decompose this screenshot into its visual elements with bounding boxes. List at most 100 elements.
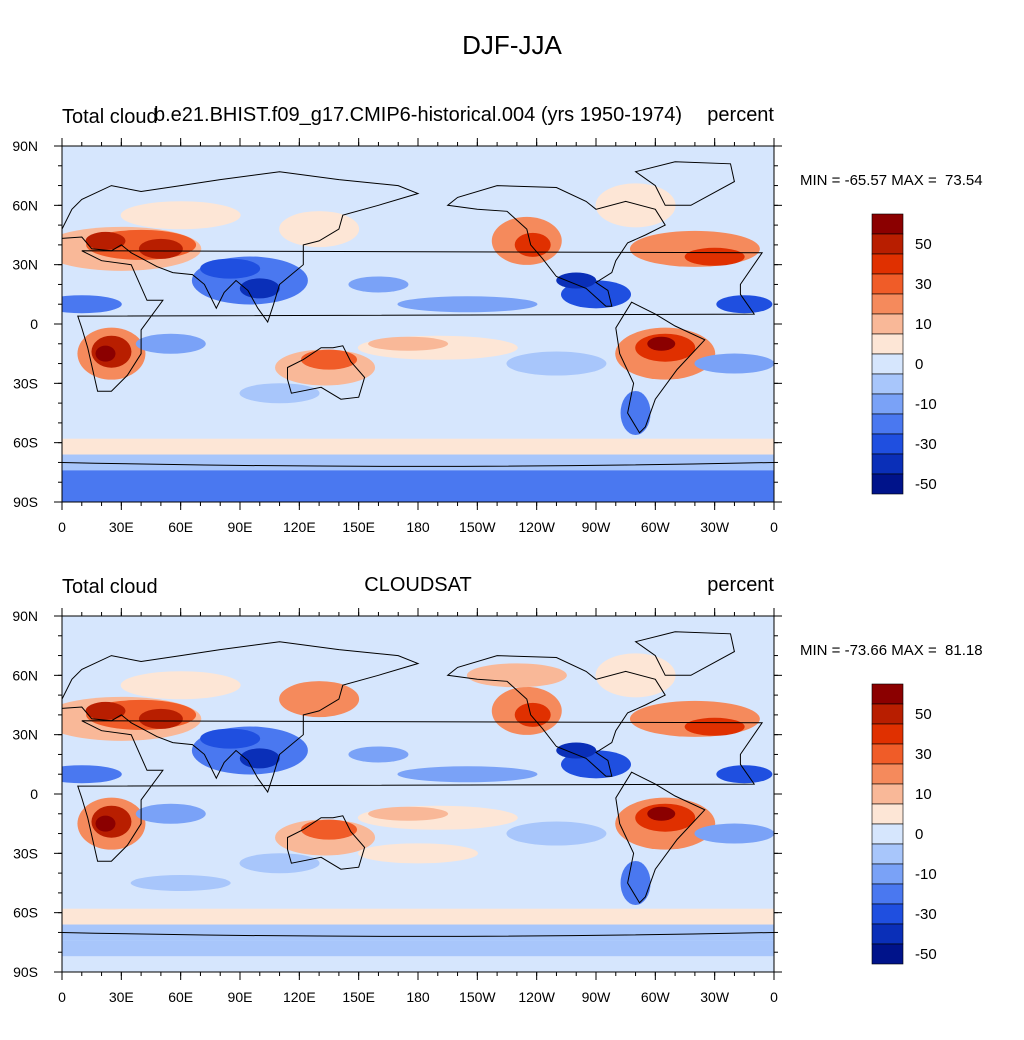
lon-tick-label: 150W xyxy=(459,519,496,535)
lon-tick-label: 0 xyxy=(58,519,66,535)
lat-tick-label: 30N xyxy=(12,257,38,273)
lat-tick-label: 90S xyxy=(13,964,38,980)
lat-tick-label: 0 xyxy=(30,316,38,332)
colorbar-swatch xyxy=(871,433,904,455)
figure-title: DJF-JJA xyxy=(462,30,562,60)
colorbar-swatch xyxy=(871,763,904,785)
anomaly-region xyxy=(348,746,409,763)
min-max-stats: MIN = -73.66 MAX = 81.18 xyxy=(800,642,983,659)
anomaly-region xyxy=(556,272,597,289)
colorbar-swatch xyxy=(871,843,904,865)
anomaly-region xyxy=(239,853,320,874)
colorbar-swatch xyxy=(871,723,904,745)
anomaly-region xyxy=(130,875,231,891)
colorbar-swatch xyxy=(871,213,904,235)
lat-tick-label: 90N xyxy=(12,138,38,154)
greenland-coastline xyxy=(634,631,735,676)
center-label: CLOUDSAT xyxy=(364,574,472,596)
anomaly-region xyxy=(595,183,676,228)
colorbar-swatch xyxy=(871,903,904,925)
anomaly-region xyxy=(647,336,676,351)
colorbar-swatch xyxy=(871,333,904,355)
anomaly-region xyxy=(279,681,360,718)
north-america-coastline xyxy=(446,655,666,777)
colorbar-label: -50 xyxy=(915,476,937,493)
colorbar: 50 30 10 0 -10 -30 -50 xyxy=(871,683,937,965)
australia-coastline xyxy=(287,345,366,400)
anomaly-region xyxy=(85,701,126,720)
min-max-stats: MIN = -65.57 MAX = 73.54 xyxy=(800,172,983,189)
lat-tick-label: 90S xyxy=(13,494,38,510)
anomaly-region xyxy=(506,351,607,376)
colorbar-swatch xyxy=(871,823,904,845)
colorbar-swatch xyxy=(871,413,904,435)
colorbar-swatch xyxy=(871,453,904,475)
colorbar-label: -50 xyxy=(915,946,937,963)
zonal-band xyxy=(62,924,774,941)
lon-tick-label: 150E xyxy=(342,519,375,535)
anomaly-region xyxy=(514,702,551,727)
colorbar-label: 10 xyxy=(915,786,932,803)
colorbar-swatch xyxy=(871,703,904,725)
colorbar-swatch xyxy=(871,373,904,395)
colorbar-label: 50 xyxy=(915,706,932,723)
colorbar-label: 30 xyxy=(915,746,932,763)
lon-tick-label: 150E xyxy=(342,989,375,1005)
lat-tick-label: 0 xyxy=(30,786,38,802)
colorbar-swatch xyxy=(871,743,904,765)
colorbar-label: 0 xyxy=(915,826,923,843)
colorbar-swatch xyxy=(871,923,904,945)
units-label: percent xyxy=(707,104,774,126)
center-label: b.e21.BHIST.f09_g17.CMIP6-historical.004… xyxy=(153,104,683,126)
panel-model: 0 30E 60E 90E 120E 150E 180 150W 120W 90W 60W 30W 0 9… xyxy=(0,100,1024,570)
zonal-band xyxy=(62,454,774,471)
colorbar-swatch xyxy=(871,353,904,375)
lat-tick-label: 30S xyxy=(13,845,38,861)
anomaly-region xyxy=(279,211,360,248)
anomaly-region xyxy=(397,296,538,313)
colorbar-swatch xyxy=(871,273,904,295)
lon-tick-label: 120W xyxy=(518,519,555,535)
zonal-band xyxy=(62,438,774,455)
eurasia-coastline xyxy=(62,171,420,324)
anomaly-region xyxy=(694,353,774,374)
eurasia-coastline xyxy=(62,641,420,794)
anomaly-region xyxy=(85,231,126,250)
lat-tick-label: 90N xyxy=(12,608,38,624)
zonal-band xyxy=(62,956,774,972)
map-field xyxy=(62,616,774,972)
colorbar-swatch xyxy=(871,883,904,905)
left-label: Total cloud xyxy=(62,576,158,598)
anomaly-region xyxy=(595,653,676,698)
colorbar-swatch xyxy=(871,233,904,255)
lon-tick-label: 0 xyxy=(58,989,66,1005)
colorbar-label: -30 xyxy=(915,436,937,453)
colorbar-swatch xyxy=(871,293,904,315)
lon-tick-label: 120E xyxy=(283,989,316,1005)
anomaly-region xyxy=(368,806,449,821)
colorbar-swatch xyxy=(871,943,904,965)
lon-tick-label: 60W xyxy=(641,519,671,535)
lon-tick-label: 90E xyxy=(228,989,253,1005)
lat-tick-label: 60N xyxy=(12,197,38,213)
anomaly-region xyxy=(62,765,122,784)
lon-tick-label: 120W xyxy=(518,989,555,1005)
anomaly-region xyxy=(135,333,206,354)
anomaly-region xyxy=(301,819,357,840)
units-label: percent xyxy=(707,574,774,596)
lon-tick-label: 30W xyxy=(700,989,730,1005)
colorbar-swatch xyxy=(871,683,904,705)
lon-tick-label: 60E xyxy=(168,989,193,1005)
colorbar-swatch xyxy=(871,473,904,495)
lon-tick-label: 60E xyxy=(168,519,193,535)
zonal-band xyxy=(62,403,774,439)
colorbar-swatch xyxy=(871,783,904,805)
lon-tick-label: 90E xyxy=(228,519,253,535)
colorbar-swatch xyxy=(871,393,904,415)
lon-tick-label: 30W xyxy=(700,519,730,535)
lon-tick-label: 0 xyxy=(770,989,778,1005)
colorbar: 50 30 10 0 -10 -30 -50 xyxy=(871,213,937,495)
anomaly-region xyxy=(466,663,567,688)
lat-tick-label: 60S xyxy=(13,435,38,451)
africa-coastline xyxy=(77,250,764,392)
